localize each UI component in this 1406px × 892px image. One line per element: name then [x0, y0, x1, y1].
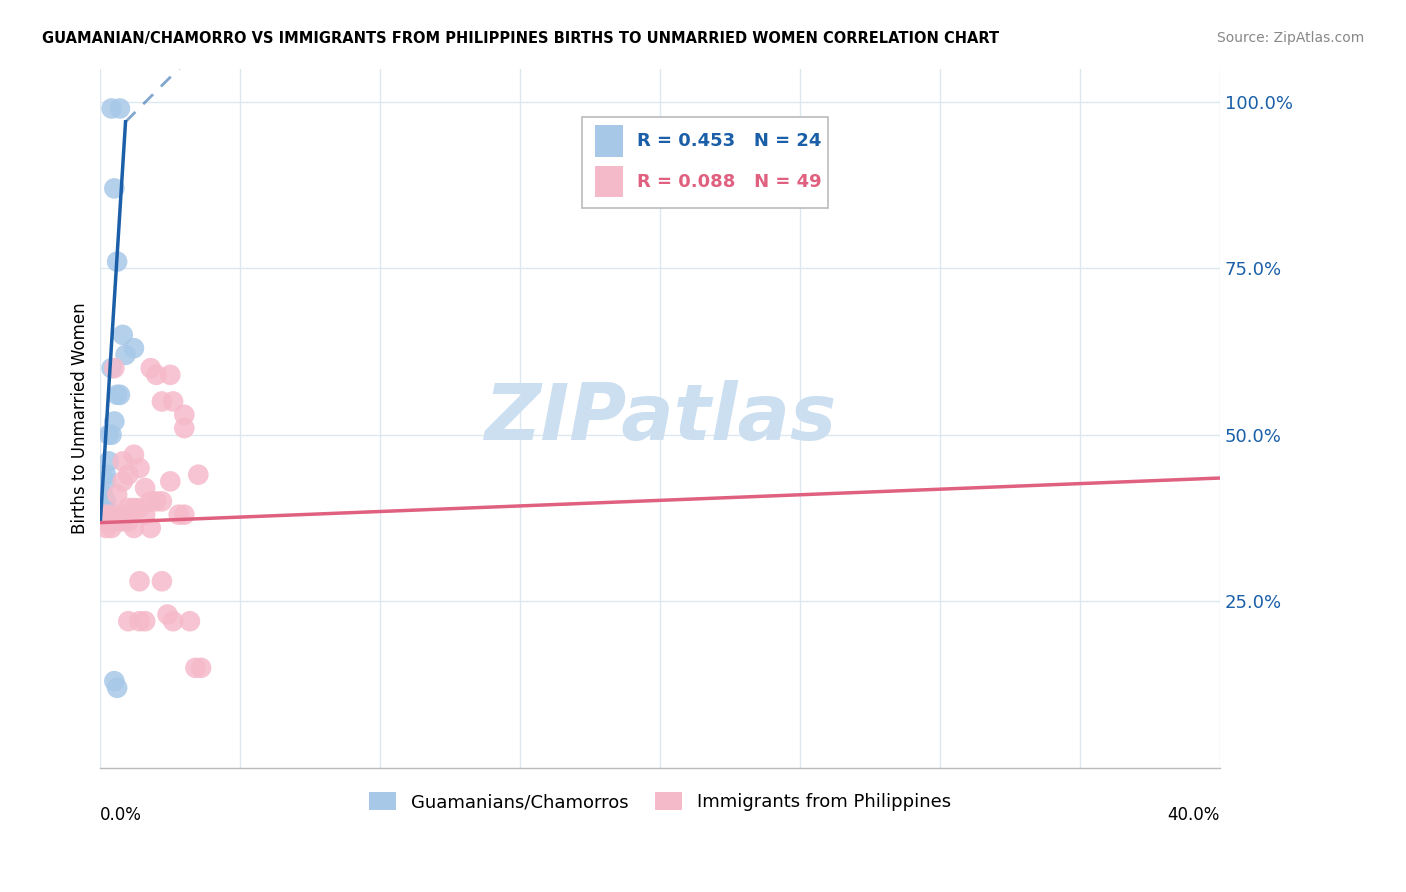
Point: [94, 467, 117, 482]
Point: [114, 348, 136, 362]
Point: [162, 614, 184, 628]
Point: [100, 102, 122, 116]
Point: [108, 102, 131, 116]
Point: [103, 361, 125, 376]
Bar: [595, 166, 623, 197]
Point: [91, 508, 114, 522]
Point: [134, 614, 156, 628]
Point: [134, 508, 156, 522]
Legend: Guamanians/Chamorros, Immigrants from Philippines: Guamanians/Chamorros, Immigrants from Ph…: [370, 792, 950, 811]
Point: [100, 508, 122, 522]
Point: [122, 341, 145, 355]
Point: [94, 475, 117, 489]
Point: [103, 181, 125, 195]
Point: [179, 614, 201, 628]
Point: [128, 501, 150, 516]
Point: [100, 361, 122, 376]
Point: [128, 614, 150, 628]
Point: [105, 488, 128, 502]
Point: [111, 475, 134, 489]
Y-axis label: Births to Unmarried Women: Births to Unmarried Women: [72, 302, 89, 534]
Point: [156, 607, 179, 622]
Point: [97, 454, 120, 468]
Point: [100, 427, 122, 442]
Point: [94, 521, 117, 535]
Bar: [595, 125, 623, 157]
Point: [139, 361, 162, 376]
Point: [122, 501, 145, 516]
Point: [111, 508, 134, 522]
Point: [94, 508, 117, 522]
Point: [167, 508, 190, 522]
Text: ZIPatlas: ZIPatlas: [484, 380, 837, 456]
Point: [108, 388, 131, 402]
Point: [97, 427, 120, 442]
Point: [103, 674, 125, 689]
Point: [94, 514, 117, 528]
Point: [105, 514, 128, 528]
Text: GUAMANIAN/CHAMORRO VS IMMIGRANTS FROM PHILIPPINES BIRTHS TO UNMARRIED WOMEN CORR: GUAMANIAN/CHAMORRO VS IMMIGRANTS FROM PH…: [42, 31, 1000, 46]
Point: [150, 394, 173, 409]
Point: [94, 494, 117, 508]
Point: [128, 574, 150, 589]
Point: [111, 327, 134, 342]
Point: [103, 414, 125, 428]
Point: [173, 421, 195, 435]
Point: [150, 574, 173, 589]
Point: [97, 508, 120, 522]
Text: 0.0%: 0.0%: [100, 806, 142, 824]
Text: 40.0%: 40.0%: [1167, 806, 1220, 824]
Point: [139, 521, 162, 535]
Point: [117, 614, 139, 628]
Text: Source: ZipAtlas.com: Source: ZipAtlas.com: [1216, 31, 1364, 45]
Point: [128, 461, 150, 475]
Point: [184, 661, 207, 675]
Point: [117, 501, 139, 516]
Point: [117, 467, 139, 482]
Point: [111, 454, 134, 468]
Point: [139, 494, 162, 508]
Text: R = 0.453   N = 24: R = 0.453 N = 24: [637, 132, 821, 150]
Point: [173, 508, 195, 522]
Point: [105, 681, 128, 695]
Point: [117, 514, 139, 528]
Text: R = 0.088   N = 49: R = 0.088 N = 49: [637, 173, 821, 191]
Point: [145, 494, 167, 508]
Point: [159, 475, 181, 489]
Point: [122, 448, 145, 462]
Point: [100, 521, 122, 535]
Point: [94, 508, 117, 522]
Point: [150, 494, 173, 508]
Point: [162, 394, 184, 409]
Point: [122, 521, 145, 535]
Point: [145, 368, 167, 382]
Point: [111, 514, 134, 528]
Point: [105, 254, 128, 268]
Point: [91, 494, 114, 508]
Point: [190, 661, 212, 675]
Point: [105, 388, 128, 402]
Point: [91, 488, 114, 502]
Point: [187, 467, 209, 482]
Point: [159, 368, 181, 382]
Point: [100, 514, 122, 528]
Point: [134, 481, 156, 495]
Point: [173, 408, 195, 422]
FancyBboxPatch shape: [582, 118, 828, 209]
Point: [105, 508, 128, 522]
